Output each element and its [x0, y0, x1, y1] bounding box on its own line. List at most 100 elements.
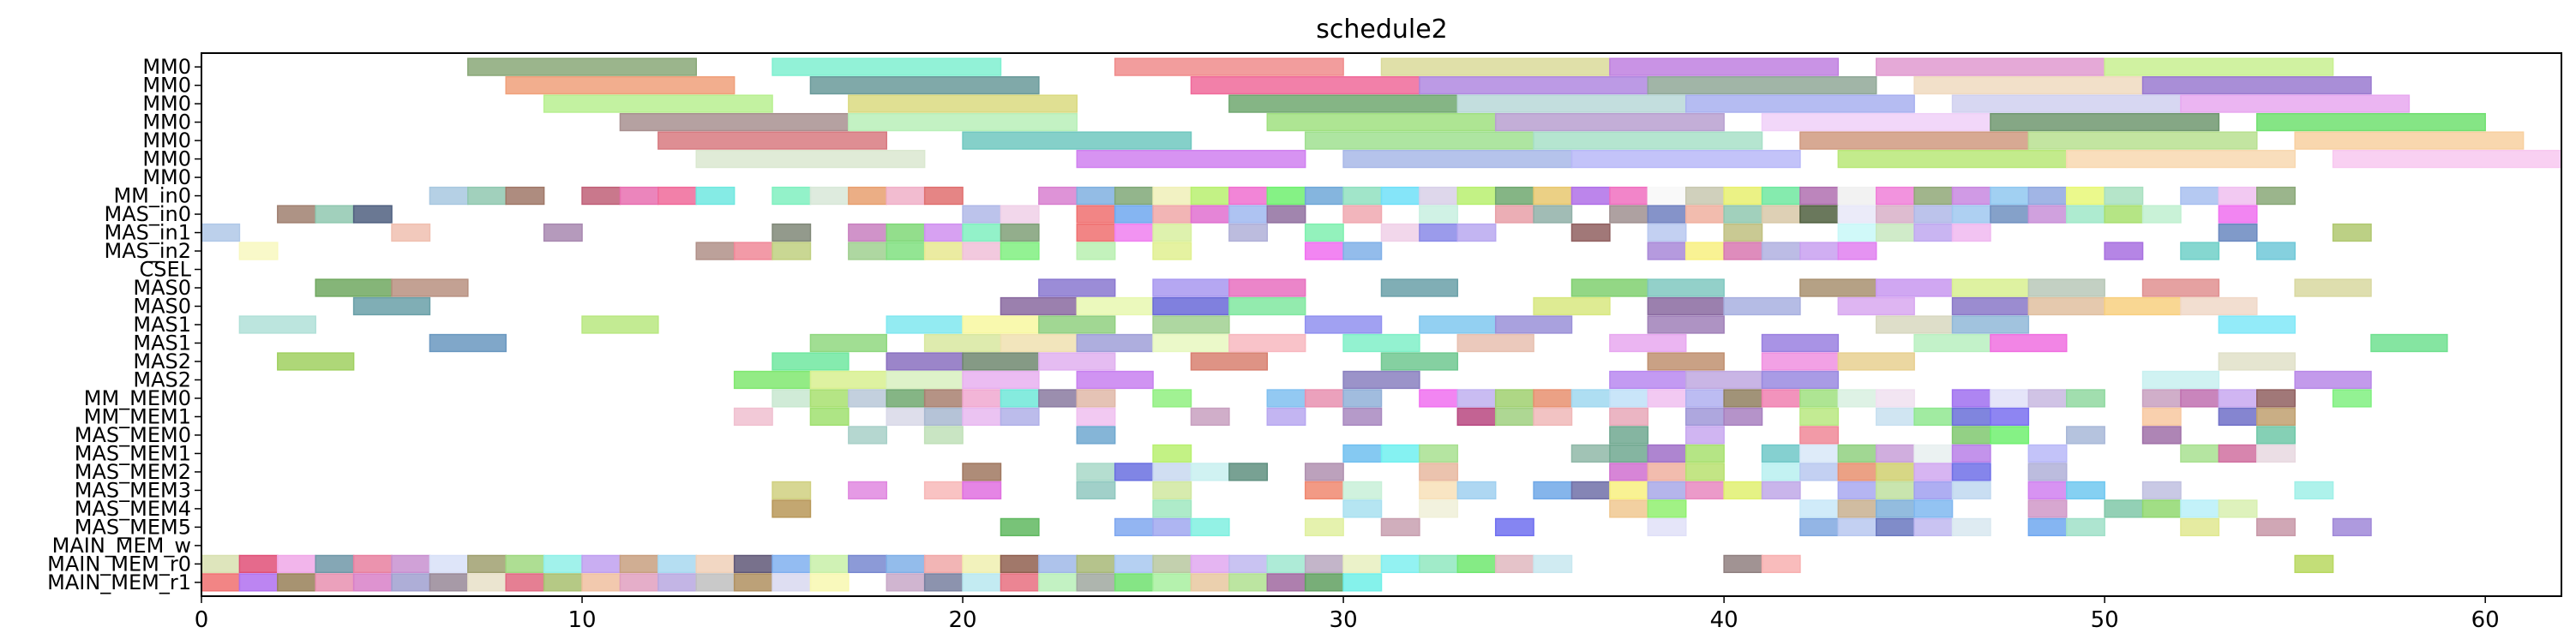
y-tick-label: MAIN_MEM_w — [52, 534, 191, 558]
task-bar — [1190, 517, 1230, 537]
task-bar — [1799, 278, 1877, 297]
task-bar — [695, 149, 926, 169]
task-bar — [1419, 554, 1459, 574]
task-bar — [1913, 499, 1954, 518]
task-bar — [962, 554, 1002, 574]
task-bar — [1837, 186, 1877, 206]
task-bar — [1456, 333, 1534, 353]
task-bar — [2104, 186, 2144, 206]
task-bar — [962, 389, 1002, 408]
task-bar — [1228, 554, 1269, 574]
task-bar — [1494, 112, 1725, 132]
task-bar — [1609, 333, 1687, 353]
task-bar — [1684, 242, 1725, 260]
task-bar — [1684, 407, 1725, 427]
x-tick-label: 60 — [2471, 607, 2500, 633]
task-bar — [886, 186, 926, 206]
task-bar — [2256, 186, 2296, 206]
task-bar — [923, 186, 964, 206]
y-tick-label: MAIN_MEM_r1 — [47, 570, 191, 594]
task-bar — [1342, 481, 1383, 500]
task-bar — [733, 407, 773, 427]
task-bar — [1152, 517, 1192, 537]
task-bar — [1875, 223, 1915, 242]
task-bar — [1342, 407, 1383, 427]
task-bar — [277, 554, 316, 574]
task-bar — [1152, 463, 1192, 481]
task-bar — [2332, 517, 2372, 537]
y-tick-label: MM0 — [142, 92, 191, 116]
task-bar — [1152, 205, 1192, 224]
task-bar — [1494, 186, 1534, 206]
task-bar — [1076, 205, 1116, 224]
task-bar — [1456, 407, 1497, 427]
task-bar — [201, 223, 241, 242]
task-bar — [1684, 444, 1725, 463]
task-bar — [2141, 499, 2182, 518]
task-bar — [733, 370, 812, 390]
task-bar — [1342, 444, 1383, 463]
task-bar — [809, 407, 850, 427]
task-bar — [1990, 426, 2030, 445]
task-bar — [1837, 242, 1877, 260]
task-bar — [1799, 186, 1840, 206]
task-bar — [1076, 573, 1116, 592]
task-bar — [1456, 554, 1497, 574]
task-bar — [1761, 186, 1801, 206]
task-bar — [2027, 205, 2068, 224]
task-bar — [1875, 205, 1915, 224]
task-bar — [1380, 186, 1420, 206]
task-bar — [1494, 205, 1534, 224]
task-bar — [848, 112, 1078, 132]
task-bar — [1761, 481, 1801, 500]
y-tick-label: CSEL — [139, 258, 191, 282]
task-bar — [2294, 481, 2334, 500]
x-tick-label: 40 — [1710, 607, 1738, 633]
task-bar — [1837, 389, 1877, 408]
task-bar — [1533, 389, 1573, 408]
y-tick-label: MM0 — [142, 165, 191, 189]
task-bar — [1913, 517, 1954, 537]
y-tick-label: MAS2 — [133, 367, 191, 391]
task-bar — [2256, 407, 2296, 427]
chart-title: schedule2 — [1316, 15, 1448, 45]
task-bar — [848, 94, 1078, 113]
task-bar — [809, 186, 850, 206]
task-bar — [2218, 223, 2258, 242]
task-bar — [2141, 426, 2182, 445]
task-bar — [1190, 352, 1269, 371]
task-bar — [1913, 481, 1954, 500]
task-bar — [2370, 333, 2448, 353]
task-bar — [201, 554, 241, 574]
task-bar — [2027, 278, 2105, 297]
task-bar — [1609, 444, 1649, 463]
task-bar — [2066, 186, 2105, 206]
task-bar — [1875, 407, 1915, 427]
task-bar — [1304, 315, 1383, 334]
y-tick-label: MM0 — [142, 110, 191, 134]
task-bar — [1570, 444, 1611, 463]
task-bar — [543, 573, 583, 592]
task-bar — [1190, 554, 1230, 574]
task-bar — [1456, 186, 1497, 206]
task-bar — [1723, 407, 1763, 427]
task-bar — [1609, 57, 1840, 76]
task-bar — [2294, 370, 2372, 390]
task-bar — [1761, 554, 1801, 574]
task-bar — [315, 205, 355, 224]
task-bar — [1152, 554, 1192, 574]
task-bar — [1190, 205, 1230, 224]
task-bar — [772, 186, 812, 206]
task-bar — [1000, 242, 1040, 260]
task-bar — [391, 554, 431, 574]
task-bar — [1114, 517, 1154, 537]
task-bar — [1684, 186, 1725, 206]
task-bar — [1837, 296, 1915, 316]
task-bar — [277, 352, 355, 371]
task-bar — [1533, 481, 1573, 500]
task-bar — [772, 223, 812, 242]
task-bar — [1609, 186, 1649, 206]
y-tick-label: MM0 — [142, 55, 191, 79]
task-bar — [1304, 223, 1344, 242]
y-tick-label: MAS_in0 — [104, 202, 191, 226]
